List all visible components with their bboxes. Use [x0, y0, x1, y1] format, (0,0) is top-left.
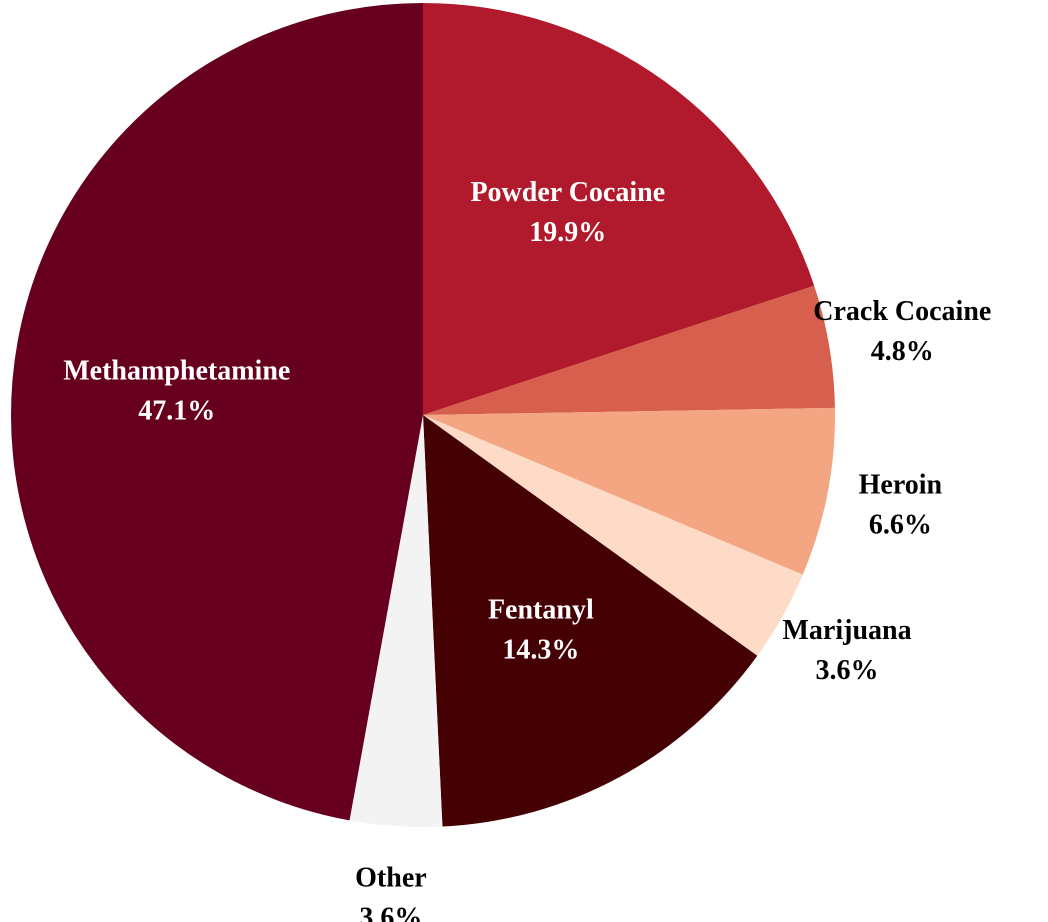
pie-slice: [423, 3, 815, 415]
slice-value-label: 6.6%: [869, 509, 932, 540]
slice-value-label: 3.6%: [816, 655, 879, 686]
slice-label: Methamphetamine: [63, 355, 290, 386]
slice-label: Heroin: [859, 469, 943, 500]
pie-slice: [349, 415, 443, 827]
slice-label: Fentanyl: [488, 595, 594, 626]
pie-slice: [423, 407, 835, 575]
slice-value-label: 14.3%: [502, 635, 579, 666]
slice-label: Marijuana: [782, 615, 911, 646]
pie-slice: [423, 415, 758, 827]
pie-slice: [423, 285, 835, 415]
slice-label: Powder Cocaine: [470, 177, 665, 208]
slice-value-label: 47.1%: [138, 395, 215, 426]
pie-slice: [10, 3, 423, 821]
slice-value-label: 3.6%: [359, 903, 422, 922]
slice-value-label: 4.8%: [871, 336, 934, 367]
slice-value-label: 19.9%: [529, 217, 606, 248]
slice-label: Other: [355, 863, 427, 894]
slice-label: Crack Cocaine: [813, 296, 991, 327]
pie-slice: [423, 415, 803, 656]
